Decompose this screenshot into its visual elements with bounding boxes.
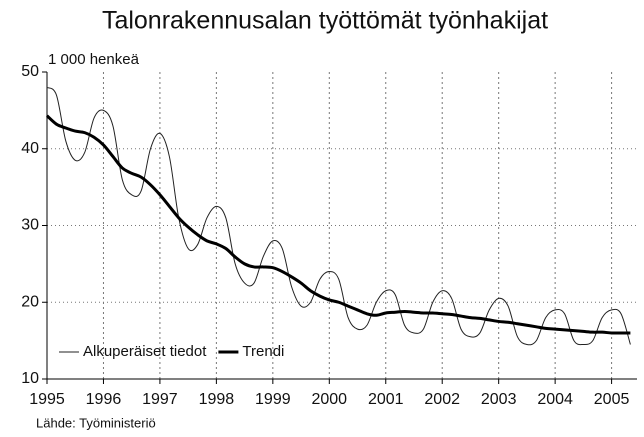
legend-label: Alkuperäiset tiedot (83, 343, 207, 360)
x-tick-label: 1999 (255, 391, 291, 408)
y-tick-label: 40 (21, 140, 39, 157)
x-tick-label: 2002 (424, 391, 460, 408)
x-tick-label: 1995 (29, 391, 65, 408)
x-tick-label: 2000 (311, 391, 347, 408)
x-tick-label: 2003 (481, 391, 517, 408)
x-tick-label: 1998 (199, 391, 235, 408)
y-tick-label: 50 (21, 63, 39, 80)
y-tick-label: 30 (21, 217, 39, 234)
x-tick-label: 1997 (142, 391, 178, 408)
series-line (45, 114, 631, 335)
source: Lähde: Työministeriö (36, 415, 156, 430)
legend-label: Trendi (242, 343, 284, 360)
x-tick-label: 2005 (594, 391, 630, 408)
y-tick-label: 10 (21, 370, 39, 387)
x-tick-label: 2004 (537, 391, 573, 408)
y-axis-label: 1 000 henkeä (48, 51, 140, 68)
x-tick-label: 1996 (86, 391, 122, 408)
chart-title: Talonrakennusalan työttömät työnhakijat (102, 7, 548, 35)
y-tick-label: 20 (21, 293, 39, 310)
x-tick-label: 2001 (368, 391, 404, 408)
series-line (46, 86, 631, 346)
